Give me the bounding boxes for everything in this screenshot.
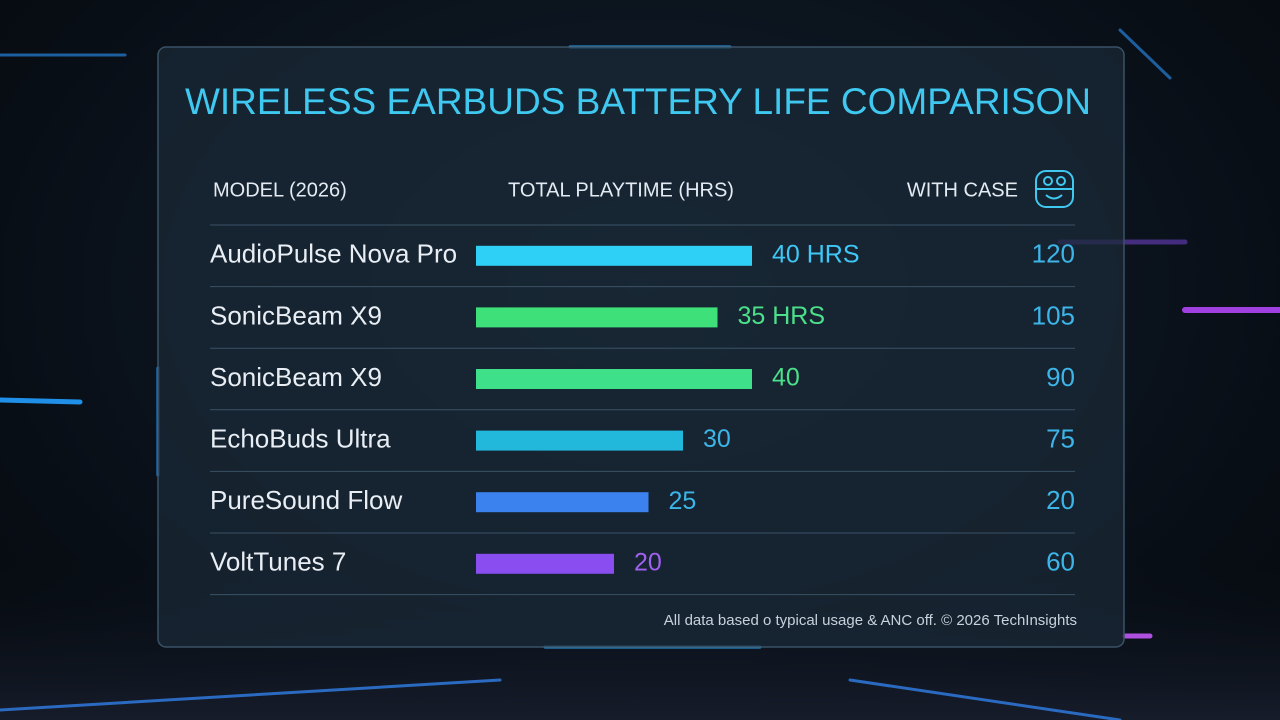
playtime-label: 25: [669, 487, 697, 515]
model-name: SonicBeam X9: [210, 362, 382, 392]
footer-note: All data based o typical usage & ANC off…: [664, 612, 1077, 629]
case-value: 105: [1032, 300, 1075, 330]
playtime-bar: [476, 307, 718, 328]
panel: [157, 46, 1125, 648]
model-name: AudioPulse Nova Pro: [210, 239, 457, 269]
case-value: 20: [1046, 485, 1075, 515]
playtime-bar: [476, 430, 683, 451]
playtime-bar: [476, 369, 752, 389]
playtime-bar: [476, 245, 752, 266]
playtime-label: 35 HRS: [738, 302, 826, 330]
column-header: WITH CASE: [907, 179, 1018, 201]
playtime-label: 20: [634, 548, 662, 576]
glow-line: [0, 397, 83, 405]
model-name: SonicBeam X9: [210, 300, 382, 330]
column-header: MODEL (2026): [213, 179, 347, 201]
playtime-label: 40 HRS: [772, 240, 860, 268]
case-value: 90: [1046, 362, 1075, 392]
glow-line: [1118, 28, 1172, 80]
earbuds-icon: [1035, 170, 1074, 208]
title: WIRELESS EARBUDS BATTERY LIFE COMPARISON: [185, 81, 1091, 122]
playtime-bar: [476, 553, 614, 574]
case-value: 75: [1046, 423, 1075, 453]
glow-line: [848, 678, 1122, 720]
playtime-label: 40: [772, 364, 800, 392]
model-name: EchoBuds Ultra: [210, 423, 391, 453]
model-name: VoltTunes 7: [210, 547, 346, 577]
playtime-bar: [476, 492, 649, 513]
case-value: 120: [1032, 239, 1075, 269]
column-header: TOTAL PLAYTIME (HRS): [508, 179, 734, 201]
model-name: PureSound Flow: [210, 485, 402, 515]
playtime-label: 30: [703, 425, 731, 453]
case-value: 60: [1046, 547, 1075, 577]
glow-line: [0, 678, 502, 712]
